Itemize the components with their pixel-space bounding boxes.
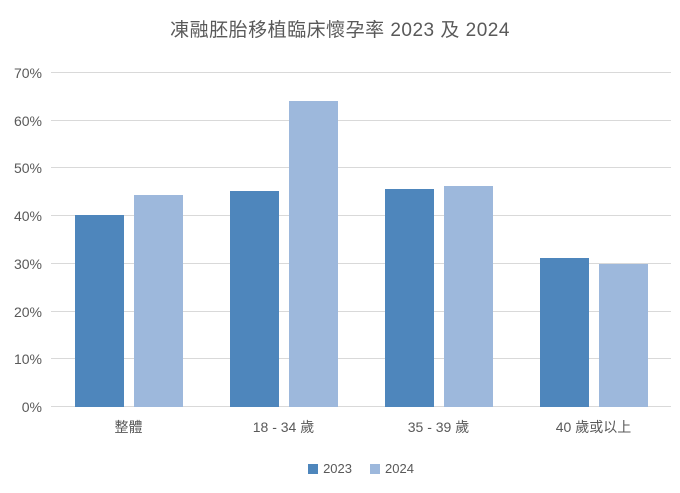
- y-tick-label: 0%: [21, 399, 42, 415]
- x-axis-label: 40 歲或以上: [555, 419, 632, 435]
- bar-2024: [443, 185, 493, 407]
- gridline: [51, 215, 671, 217]
- gridline: [51, 72, 671, 73]
- y-axis: 0% 10% 20% 30% 40% 50% 60% 70%: [0, 65, 42, 415]
- legend-label: 2024: [385, 461, 414, 476]
- bar-2023: [539, 257, 589, 407]
- legend-label: 2023: [323, 461, 352, 476]
- bar-group: [51, 73, 206, 407]
- bar-group: [206, 73, 361, 407]
- y-tick-label: 20%: [13, 303, 42, 320]
- y-tick-label: 50%: [13, 160, 42, 177]
- gridline: [51, 310, 671, 312]
- x-axis-label: 35 - 39 歲: [407, 419, 470, 435]
- bar-group: [516, 73, 671, 407]
- legend-item-2024: 2024: [370, 461, 414, 476]
- y-tick-label: 10%: [13, 351, 42, 368]
- legend-item-2023: 2023: [308, 461, 352, 476]
- y-tick-label: 30%: [13, 255, 42, 272]
- legend-swatch: [370, 463, 380, 474]
- y-tick-label: 60%: [13, 112, 42, 129]
- bar-2024: [598, 264, 648, 407]
- x-axis-label: 整體: [114, 419, 143, 435]
- bar-2023: [229, 190, 279, 407]
- gridline: [51, 406, 671, 407]
- gridline: [51, 119, 671, 121]
- x-axis-label: 18 - 34 歲: [252, 419, 315, 435]
- bar-2024: [133, 194, 183, 407]
- bar-2023: [384, 188, 434, 407]
- bar-2024: [288, 101, 338, 407]
- x-axis: 整體 18 - 34 歲 35 - 39 歲 40 歲或以上: [51, 417, 671, 437]
- bar-groups: [51, 73, 671, 407]
- gridline: [51, 358, 671, 360]
- chart-title: 凍融胚胎移植臨床懷孕率 2023 及 2024: [170, 20, 510, 41]
- legend: 2023 2024: [51, 461, 671, 476]
- plot-area: [51, 72, 671, 407]
- gridline: [51, 167, 671, 169]
- bar-2023: [74, 214, 124, 407]
- y-tick-label: 70%: [13, 65, 42, 81]
- y-tick-label: 40%: [13, 208, 42, 225]
- legend-swatch: [308, 463, 319, 474]
- gridline: [51, 262, 671, 264]
- bar-group: [361, 73, 516, 407]
